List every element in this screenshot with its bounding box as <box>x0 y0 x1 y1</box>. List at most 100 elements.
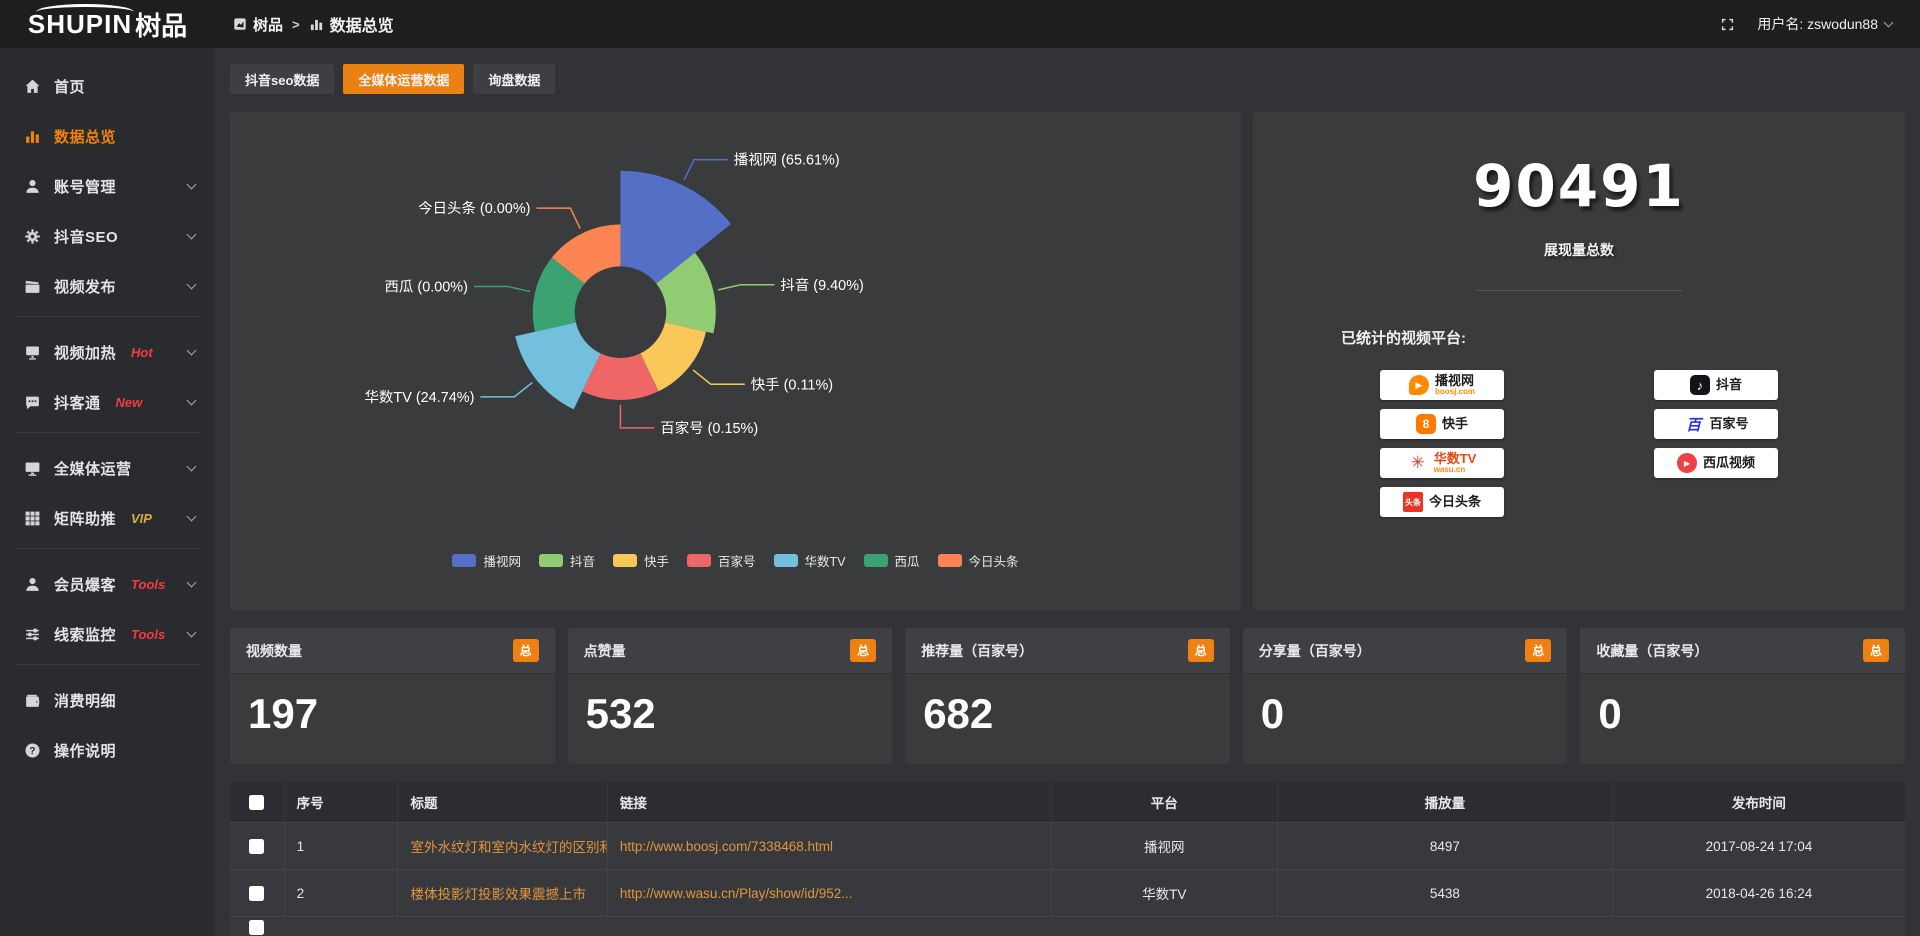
sidebar-divider <box>14 316 201 317</box>
pie-label: 西瓜 (0.00%) <box>385 279 468 295</box>
table-row-1: 2 楼体投影灯投影效果震撼上市 http://www.wasu.cn/Play/sh… <box>230 869 1905 916</box>
row-publish-time: 2018-04-26 16:24 <box>1611 870 1905 916</box>
topbar: SHUPIN 树品 树品 > 数据总览 用户名: zswodun88 <box>0 0 1920 48</box>
platform-badge-0-1: 8 快手 <box>1380 409 1504 439</box>
sidebar-item-3[interactable]: 抖音SEO <box>0 216 215 256</box>
fullscreen-icon[interactable] <box>1720 17 1735 32</box>
legend-item-3[interactable]: 百家号 <box>687 551 756 570</box>
stat-card-value: 682 <box>923 690 994 737</box>
sidebar-item-6[interactable]: 抖客通 New <box>0 382 215 422</box>
tab-1[interactable]: 全媒体运营数据 <box>343 64 465 94</box>
row-checkbox[interactable] <box>249 885 265 901</box>
breadcrumb-separator: > <box>292 16 300 32</box>
row-checkbox[interactable] <box>249 920 265 935</box>
pie-slice-4[interactable] <box>515 322 601 410</box>
platform-name: 华数TV wasu.cn <box>1433 450 1477 474</box>
sidebar-item-label: 会员爆客 <box>54 576 117 594</box>
sidebar-divider <box>14 432 201 433</box>
video-title-link[interactable]: 楼体投影灯投影效果震撼上市 <box>397 870 606 916</box>
pie-slice-5[interactable] <box>532 257 585 332</box>
sidebar-item-4[interactable]: 视频发布 <box>0 266 215 306</box>
sidebar: 首页数据总览账号管理抖音SEO 视频发布视频加热 Hot 抖客通 New 全媒体运营矩阵助… <box>0 48 215 936</box>
stat-card-4: 收藏量（百家号） 总 0 <box>1580 628 1905 764</box>
legend-swatch <box>863 554 888 567</box>
tab-bar: 抖音seo数据 全媒体运营数据 询盘数据 <box>230 64 1905 94</box>
sidebar-item-10[interactable]: 线索监控 Tools <box>0 614 215 654</box>
sidebar-item-1[interactable]: 数据总览 <box>0 116 215 156</box>
xigua-logo: ▶ <box>1676 453 1697 473</box>
chat-icon <box>26 396 39 409</box>
stat-card-title: 视频数量 <box>246 642 302 659</box>
logo-suffix: 树品 <box>135 10 188 41</box>
breadcrumb-root[interactable]: 树品 <box>233 14 283 35</box>
wallet-icon <box>26 694 40 707</box>
sidebar-item-badge: New <box>115 394 143 410</box>
sidebar-item-label: 操作说明 <box>54 742 117 760</box>
table-row-partial <box>230 916 1905 936</box>
overview-panels: 播视网 (65.61%) 抖音 (9.40%) 快手 (0.11%) 百家号 (0.1… <box>230 112 1905 610</box>
pie-slice-6[interactable] <box>551 224 621 284</box>
sidebar-item-badge: Tools <box>131 576 166 592</box>
sidebar-item-2[interactable]: 账号管理 <box>0 166 215 206</box>
stat-card-title: 分享量（百家号） <box>1258 642 1371 659</box>
sidebar-item-12[interactable]: ? 操作说明 <box>0 730 215 770</box>
chevron-down-icon <box>186 577 197 587</box>
stat-card-value: 0 <box>1260 690 1285 737</box>
stat-card-2: 推荐量（百家号） 总 682 <box>905 628 1230 764</box>
legend-label: 百家号 <box>718 555 756 569</box>
platform-name: 今日头条 <box>1428 494 1481 510</box>
topbar-right: 用户名: zswodun88 <box>1720 14 1894 34</box>
row-platform: 华数TV <box>1050 870 1277 916</box>
stat-card-value: 197 <box>248 690 319 737</box>
row-checkbox[interactable] <box>249 838 265 854</box>
legend-label: 快手 <box>643 555 669 569</box>
svg-text:?: ? <box>29 745 35 756</box>
breadcrumb-current[interactable]: 数据总览 <box>309 12 394 36</box>
pie-slice-1[interactable] <box>656 252 716 334</box>
sidebar-item-7[interactable]: 全媒体运营 <box>0 448 215 488</box>
platform-name: 抖音 <box>1715 377 1742 393</box>
platform-badge-column-0: ▶ 播视网 boosj.com 8 快手 ✳ 华数TV wasu.cn 头条 今日头条 <box>1380 370 1504 517</box>
pie-label-line <box>683 158 728 181</box>
tab-2[interactable]: 询盘数据 <box>473 64 556 94</box>
sidebar-item-0[interactable]: 首页 <box>0 66 215 106</box>
member-icon <box>26 577 39 591</box>
tab-0[interactable]: 抖音seo数据 <box>230 64 335 94</box>
logo[interactable]: SHUPIN 树品 <box>0 0 215 48</box>
legend-item-0[interactable]: 播视网 <box>452 551 521 570</box>
video-title-link[interactable]: 室外水纹灯和室内水纹灯的区别和简介 <box>397 823 607 869</box>
sidebar-item-8[interactable]: 矩阵助推 VIP <box>0 498 215 538</box>
legend-item-1[interactable]: 抖音 <box>538 551 595 570</box>
row-index: 1 <box>283 823 398 869</box>
stat-card-header: 视频数量 总 <box>230 628 555 674</box>
pie-slice-0[interactable] <box>620 170 732 284</box>
monitor-icon <box>25 462 40 476</box>
sidebar-item-label: 首页 <box>54 78 86 96</box>
platform-name: 播视网 boosj.com <box>1434 372 1475 396</box>
legend-item-5[interactable]: 西瓜 <box>863 551 920 570</box>
sidebar-divider <box>14 664 201 665</box>
platform-badges: ▶ 播视网 boosj.com 8 快手 ✳ 华数TV wasu.cn 头条 今日头条 ♪ 抖音百百家… <box>1253 370 1905 517</box>
chevron-down-icon <box>186 179 197 189</box>
chevron-down-icon <box>186 279 197 289</box>
column-header-5: 发布时间 <box>1611 782 1905 822</box>
platform-sub: wasu.cn <box>1433 464 1466 474</box>
video-url-link[interactable]: http://www.boosj.com/7338468.html <box>606 823 1051 869</box>
sidebar-item-5[interactable]: 视频加热 Hot <box>0 332 215 372</box>
sidebar-item-11[interactable]: 消费明细 <box>0 680 215 720</box>
video-url-link[interactable]: http://www.wasu.cn/Play/show/id/952... <box>606 870 1051 916</box>
select-all-checkbox[interactable] <box>249 794 265 810</box>
legend-item-6[interactable]: 今日头条 <box>937 551 1019 570</box>
pie-slice-2[interactable] <box>640 322 707 392</box>
row-checkbox-cell <box>230 838 284 854</box>
chevron-down-icon <box>1883 17 1894 27</box>
sidebar-item-9[interactable]: 会员爆客 Tools <box>0 564 215 604</box>
legend-item-4[interactable]: 华数TV <box>773 551 846 570</box>
pie-slice-3[interactable] <box>582 353 659 400</box>
pie-label-line <box>619 404 655 429</box>
legend-item-2[interactable]: 快手 <box>612 551 669 570</box>
platform-sub: boosj.com <box>1434 386 1475 396</box>
user-menu[interactable]: 用户名: zswodun88 <box>1757 14 1894 34</box>
pie-label-line <box>692 369 745 386</box>
